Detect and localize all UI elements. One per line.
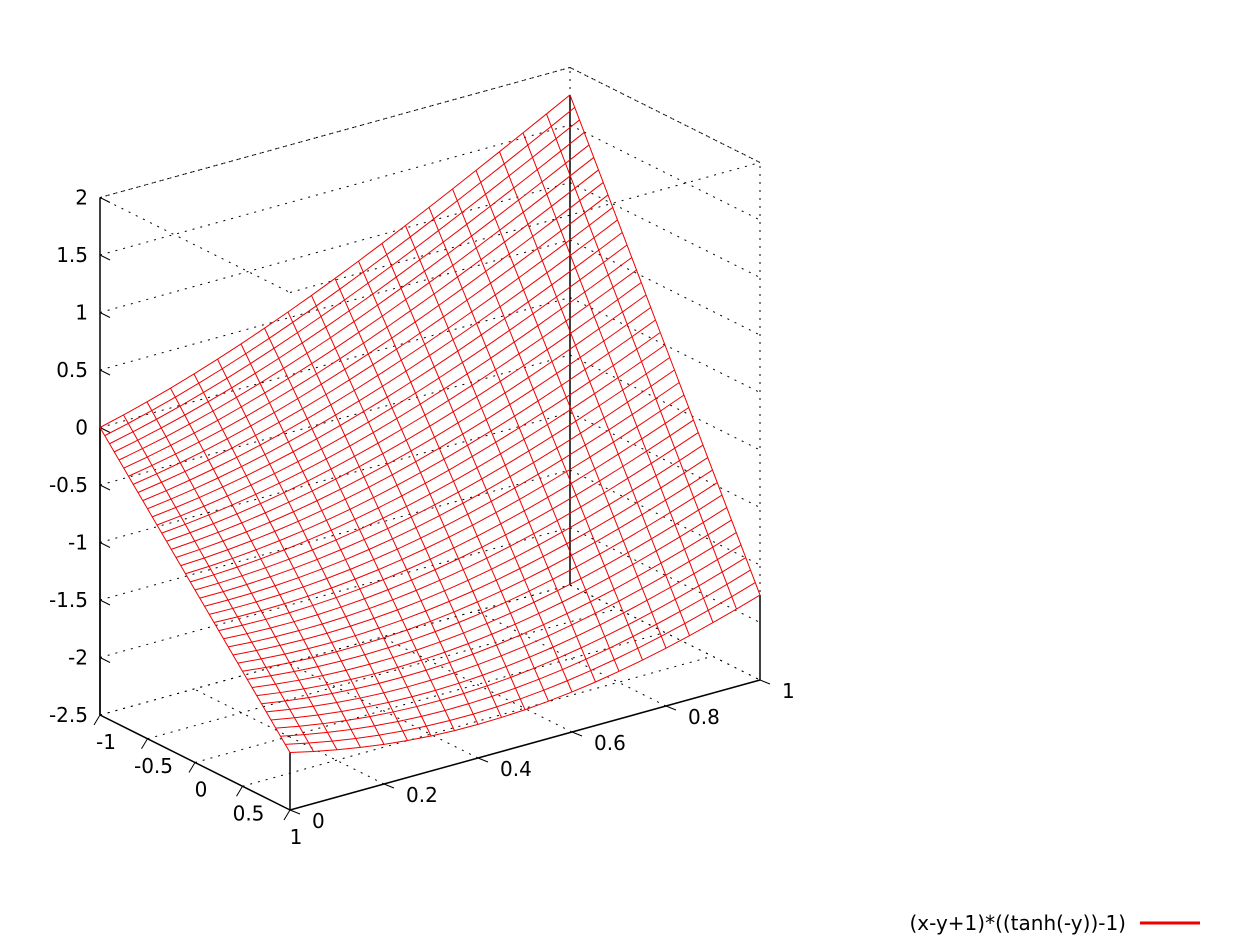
- svg-text:1: 1: [75, 301, 88, 325]
- svg-text:1: 1: [782, 679, 795, 703]
- svg-text:-1.5: -1.5: [49, 588, 88, 612]
- svg-text:0: 0: [195, 778, 208, 802]
- svg-text:-2.5: -2.5: [49, 703, 88, 727]
- svg-text:0.5: 0.5: [233, 801, 265, 825]
- legend: (x-y+1)*((tanh(-y))-1): [909, 911, 1200, 935]
- svg-text:0: 0: [312, 809, 325, 833]
- svg-text:-2: -2: [68, 646, 88, 670]
- svg-text:0.2: 0.2: [406, 783, 438, 807]
- svg-text:-1: -1: [96, 730, 116, 754]
- svg-text:2: 2: [75, 186, 88, 210]
- svg-text:-0.5: -0.5: [49, 473, 88, 497]
- svg-text:0: 0: [75, 416, 88, 440]
- svg-text:0.4: 0.4: [500, 757, 532, 781]
- svg-text:0.5: 0.5: [56, 358, 88, 382]
- svg-text:-0.5: -0.5: [134, 754, 173, 778]
- svg-text:1: 1: [290, 825, 303, 849]
- surface-mesh: [100, 95, 760, 753]
- svg-text:-1: -1: [68, 531, 88, 555]
- surface-plot-3d: -2.5-2-1.5-1-0.500.511.52-1-0.500.5100.2…: [0, 0, 1260, 947]
- tick-labels: -2.5-2-1.5-1-0.500.511.52-1-0.500.5100.2…: [49, 186, 795, 850]
- legend-label: (x-y+1)*((tanh(-y))-1): [909, 911, 1126, 935]
- svg-text:0.8: 0.8: [688, 705, 720, 729]
- axes-lines: [94, 95, 770, 820]
- svg-text:1.5: 1.5: [56, 243, 88, 267]
- svg-text:0.6: 0.6: [594, 731, 626, 755]
